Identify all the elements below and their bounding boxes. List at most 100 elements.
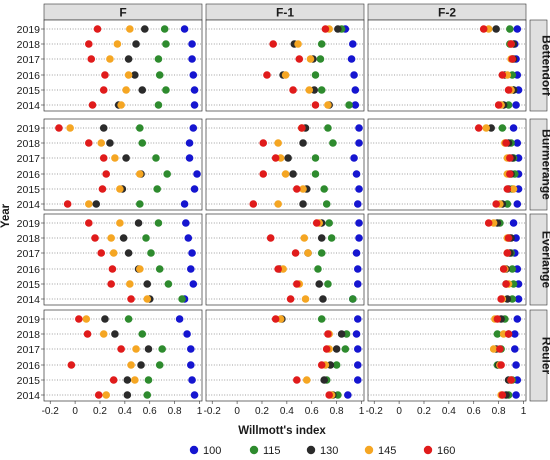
point-f-reuler-2016-100 (187, 361, 195, 369)
x-tick-label-0-2: -0.2 (204, 406, 222, 417)
point-f-1-everlange-2019-100 (355, 219, 363, 227)
point-f-bettendorf-2014-115 (154, 101, 163, 109)
point-f-burmerange-2019-130 (99, 124, 108, 132)
y-tick-label-2016: 2016 (17, 70, 41, 82)
point-f-1-everlange-2015-100 (353, 280, 362, 288)
point-f-burmerange-2015-115 (153, 185, 162, 193)
row-strip-reuler (529, 309, 548, 402)
point-f-reuler-2014-160 (94, 391, 103, 399)
legend-swatch-160 (423, 445, 433, 455)
panel-f-2-bettendorf (367, 19, 527, 112)
point-f-everlange-2018-160 (91, 234, 99, 242)
point-f-bettendorf-2014-145 (117, 101, 125, 109)
point-f-2-reuler-2016-100 (512, 361, 520, 369)
point-f-2-burmerange-2017-160 (506, 154, 514, 162)
point-f-1-everlange-2019-160 (312, 219, 321, 227)
point-f-2-reuler-2019-160 (493, 315, 502, 323)
point-f-2-bettendorf-2016-160 (498, 71, 507, 79)
point-f-bettendorf-2019-130 (140, 25, 149, 33)
point-f-2-burmerange-2019-160 (474, 124, 483, 132)
point-f-1-reuler-2019-100 (353, 315, 362, 323)
point-f-1-bettendorf-2014-115 (345, 101, 353, 109)
legend-item-130: 130 (306, 445, 338, 457)
panel-f-1-bettendorf (205, 19, 365, 112)
point-f-burmerange-2018-100 (185, 139, 194, 147)
point-f-bettendorf-2018-130 (132, 40, 140, 48)
x-tick-label-0-4: 0.4 (442, 406, 456, 417)
panel-f-1-everlange (205, 213, 365, 306)
panel-background (367, 118, 527, 211)
y-tick-label-2016: 2016 (17, 360, 41, 372)
point-f-reuler-2014-115 (143, 391, 152, 399)
point-f-1-bettendorf-2015-145 (305, 86, 314, 94)
point-f-bettendorf-2017-115 (154, 55, 163, 63)
point-f-2-bettendorf-2019-100 (513, 25, 522, 33)
x-tick-label-0: 0 (234, 406, 240, 417)
y-tick-label-2019: 2019 (17, 24, 41, 36)
point-f-1-bettendorf-2017-115 (316, 55, 325, 63)
point-f-2-bettendorf-2019-160 (479, 25, 488, 33)
panel-background (367, 309, 527, 402)
point-f-burmerange-2014-130 (92, 200, 101, 208)
point-f-2-reuler-2017-160 (496, 345, 504, 353)
legend-item-145: 145 (364, 445, 396, 457)
x-tick-label-0-2: 0.2 (255, 406, 269, 417)
point-f-burmerange-2019-115 (136, 124, 144, 132)
row-label-reuler: Reuler (540, 337, 550, 375)
x-tick-label-0-8: 0.8 (492, 406, 506, 417)
point-f-1-reuler-2019-115 (317, 315, 326, 323)
point-f-1-everlange-2016-100 (353, 265, 362, 273)
point-f-bettendorf-2016-145 (124, 71, 133, 79)
point-f-2-burmerange-2019-115 (498, 124, 507, 132)
x-axis-title: Willmott's index (238, 425, 326, 437)
point-f-1-everlange-2019-115 (325, 219, 333, 227)
y-tick-label-2017: 2017 (17, 153, 41, 165)
point-f-burmerange-2018-145 (97, 139, 106, 147)
point-f-1-reuler-2018-100 (352, 330, 361, 338)
point-f-burmerange-2017-160 (99, 154, 108, 162)
y-tick-label-2018: 2018 (17, 329, 41, 341)
panel-f-everlange (43, 213, 203, 306)
x-tick-label-0: 0 (72, 406, 78, 417)
point-f-2-everlange-2019-160 (484, 219, 493, 227)
point-f-2-burmerange-2018-100 (513, 139, 522, 147)
point-f-1-burmerange-2016-100 (352, 170, 361, 178)
y-tick-labels: 2019 2018 2017 2016 2015 2014 2019 2018 2017 2016… (17, 24, 44, 402)
panel-background (205, 213, 365, 306)
panel-f-1-burmerange (205, 118, 365, 211)
y-tick-label-2015: 2015 (17, 375, 41, 387)
legend-swatch-100 (189, 445, 199, 455)
x-tick-label-0-2: 0.2 (417, 406, 431, 417)
legend-label-145: 145 (378, 445, 396, 457)
point-f-reuler-2017-100 (187, 345, 195, 353)
legend-swatch-130 (306, 445, 316, 455)
point-f-1-bettendorf-2018-145 (294, 40, 302, 48)
y-tick-label-2014: 2014 (17, 199, 41, 211)
point-f-reuler-2019-160 (75, 315, 83, 323)
point-f-1-burmerange-2014-145 (274, 200, 282, 208)
point-f-everlange-2017-145 (109, 249, 118, 257)
point-f-2-reuler-2014-160 (498, 391, 507, 399)
point-f-bettendorf-2014-160 (88, 101, 97, 109)
point-f-reuler-2016-145 (127, 361, 135, 369)
point-f-burmerange-2016-100 (193, 170, 201, 178)
x-tick-label-0: 0 (396, 406, 402, 417)
point-f-burmerange-2017-145 (111, 154, 119, 162)
point-f-1-burmerange-2016-145 (281, 170, 290, 178)
point-f-everlange-2014-115 (178, 295, 186, 303)
point-f-2-burmerange-2019-100 (509, 124, 518, 132)
point-f-bettendorf-2018-160 (84, 40, 93, 48)
point-f-1-reuler-2015-145 (302, 376, 311, 384)
panel-f-reuler (43, 309, 203, 402)
panel-background (43, 213, 203, 306)
point-f-bettendorf-2015-160 (99, 86, 108, 94)
point-f-1-burmerange-2015-145 (299, 185, 307, 193)
point-f-1-burmerange-2019-100 (355, 124, 363, 132)
point-f-1-everlange-2014-115 (349, 295, 357, 303)
facet-panels (43, 19, 527, 402)
y-tick-label-2018: 2018 (17, 39, 41, 51)
point-f-1-burmerange-2016-160 (259, 170, 268, 178)
point-f-1-everlange-2014-160 (286, 295, 295, 303)
point-f-1-bettendorf-2016-160 (263, 71, 271, 79)
point-f-everlange-2015-130 (143, 280, 152, 288)
